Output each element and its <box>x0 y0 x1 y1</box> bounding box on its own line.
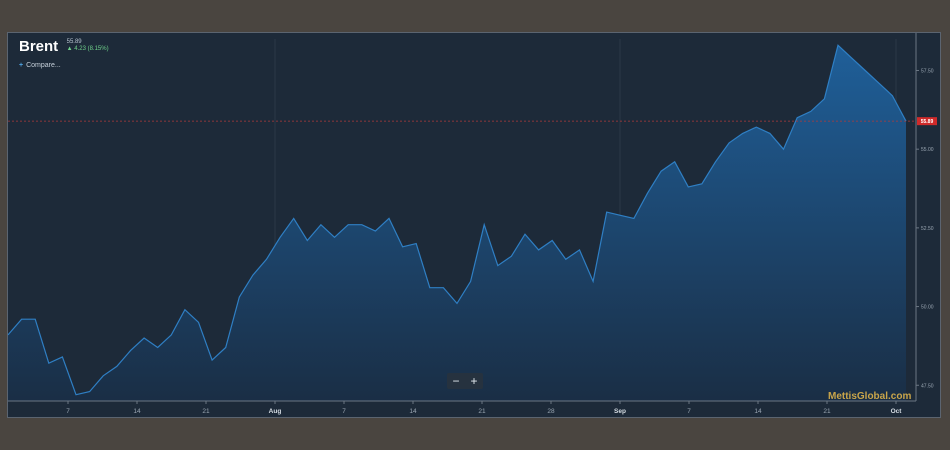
price-change-text: 4.23 (8.15%) <box>74 46 109 52</box>
price-area-fill <box>8 45 906 402</box>
y-tick-label: 50.00 <box>921 305 934 311</box>
x-tick-label: 21 <box>202 408 210 415</box>
price-line <box>8 44 907 396</box>
zoom-out-button[interactable]: − <box>452 374 460 388</box>
x-tick-label: 7 <box>687 408 691 415</box>
y-tick-label: 57.50 <box>921 68 934 74</box>
chart-header: Brent 55.89 ▲ 4.23 (8.15%) <box>19 38 109 56</box>
y-tick-label: 52.50 <box>921 226 934 232</box>
price-chart[interactable]: 57.50 55.00 52.50 50.00 47.50 7 14 21 Aug 7 14 21 2… <box>8 33 940 417</box>
watermark: MettisGlobal.com <box>828 391 912 402</box>
instrument-title: Brent <box>19 38 59 55</box>
quote-block: 55.89 ▲ 4.23 (8.15%) <box>67 39 109 53</box>
last-price-marker: 55.89 <box>8 117 937 126</box>
up-arrow-icon: ▲ <box>66 46 73 52</box>
compare-label: Compare... <box>26 62 61 69</box>
last-price-badge <box>917 117 937 126</box>
axes <box>8 33 917 402</box>
y-axis-tick-labels: 57.50 55.00 52.50 50.00 47.50 <box>916 68 934 389</box>
compare-button[interactable]: + Compare... <box>19 62 61 69</box>
zoom-controls: − + <box>447 373 483 389</box>
x-tick-label: 7 <box>66 408 70 415</box>
last-price-badge-label: 55.89 <box>921 119 934 125</box>
x-tick-label: Aug <box>269 408 282 415</box>
x-tick-label: 14 <box>409 408 417 415</box>
y-tick-label: 55.00 <box>921 147 934 153</box>
chart-panel: 57.50 55.00 52.50 50.00 47.50 7 14 21 Aug 7 14 21 2… <box>7 32 941 418</box>
last-price-text: 55.89 <box>66 39 82 45</box>
x-tick-label: Sep <box>614 408 626 415</box>
x-tick-label: 14 <box>754 408 762 415</box>
x-tick-label: 21 <box>823 408 831 415</box>
y-tick-label: 47.50 <box>921 383 934 389</box>
x-tick-label: 28 <box>547 408 555 415</box>
x-tick-label: 14 <box>133 408 141 415</box>
plus-icon: + <box>19 62 24 69</box>
x-tick-label: 21 <box>478 408 486 415</box>
x-axis-tick-labels: 7 14 21 Aug 7 14 21 28 Sep 7 14 21 Oct <box>66 401 902 415</box>
x-tick-label: 7 <box>342 408 346 415</box>
zoom-in-button[interactable]: + <box>470 374 478 388</box>
x-tick-label: Oct <box>891 408 903 415</box>
